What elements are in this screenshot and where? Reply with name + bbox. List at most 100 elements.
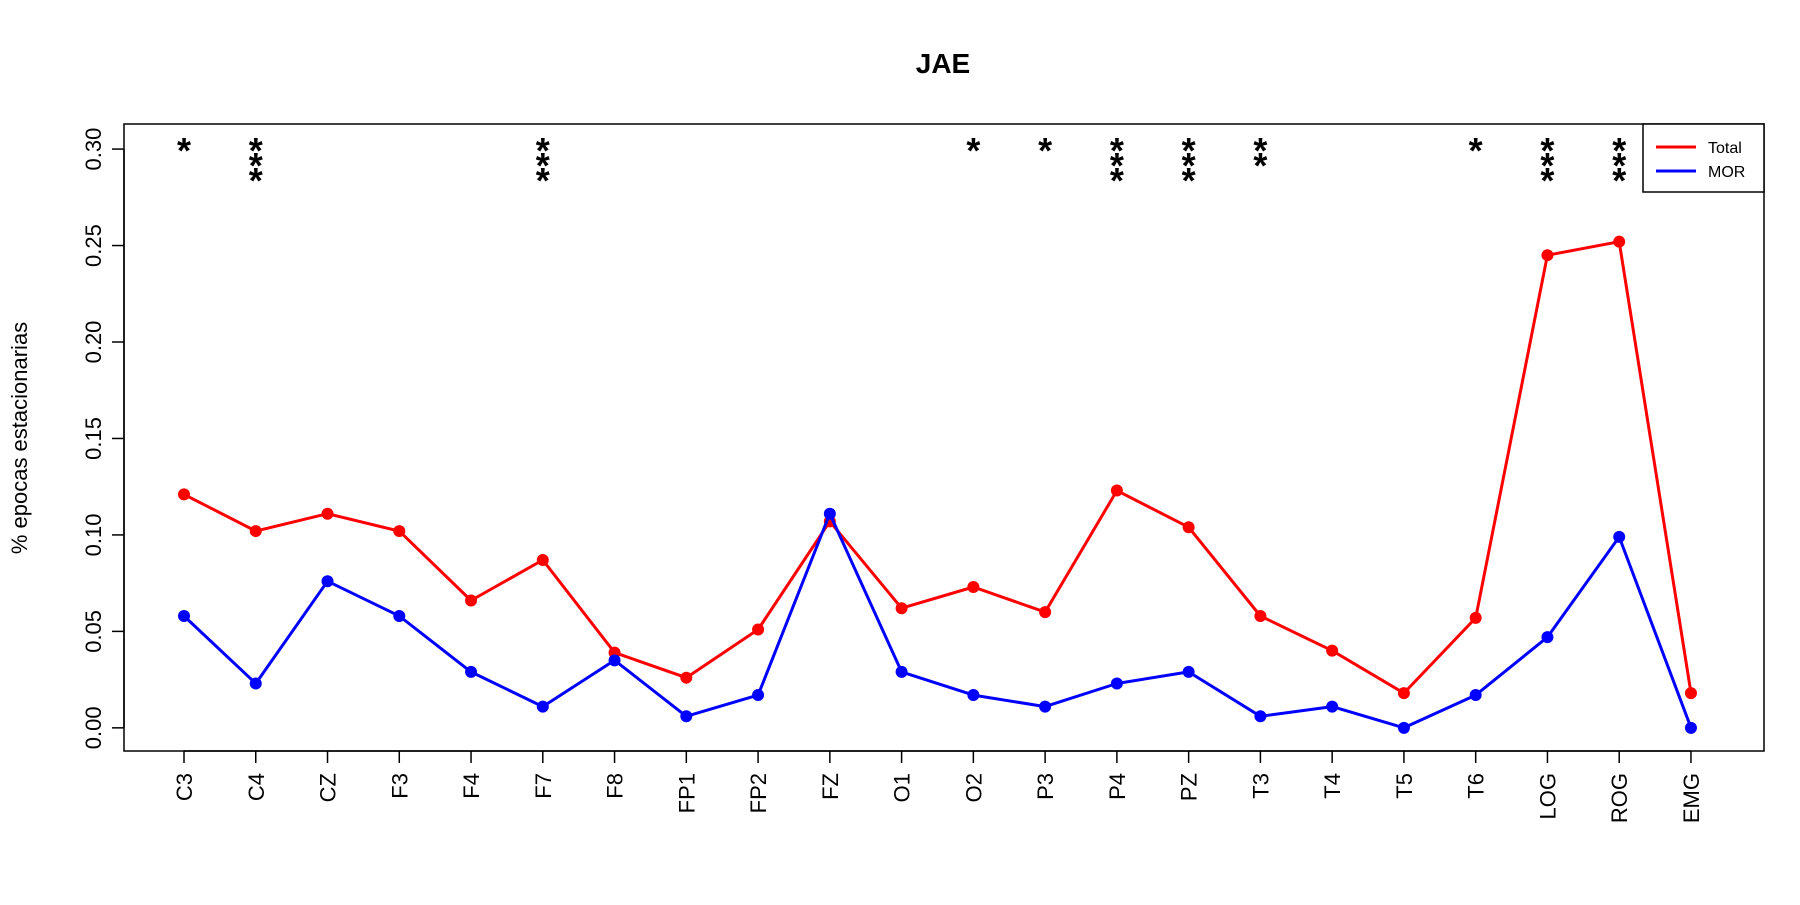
significance-star: *	[1038, 130, 1052, 171]
legend-label: MOR	[1708, 164, 1745, 181]
significance-mark: ***	[536, 130, 550, 201]
significance-star: *	[1469, 130, 1483, 171]
data-point	[1182, 665, 1195, 678]
data-point	[1613, 530, 1626, 543]
data-point	[536, 554, 549, 567]
series-layer	[178, 235, 1697, 734]
data-point	[752, 623, 765, 636]
significance-mark: ***	[1540, 130, 1554, 201]
data-point	[1397, 721, 1410, 734]
data-point	[465, 665, 478, 678]
x-tick-label: FP1	[674, 773, 699, 813]
y-tick-label: 0.25	[81, 224, 106, 267]
significance-star: *	[1110, 130, 1124, 171]
x-tick-label: T4	[1320, 773, 1345, 799]
y-tick-label: 0.10	[81, 514, 106, 557]
y-tick-label: 0.00	[81, 706, 106, 749]
significance-star: *	[1253, 130, 1267, 171]
data-point	[680, 710, 693, 723]
data-point	[1039, 606, 1052, 619]
significance-star: *	[1253, 145, 1267, 186]
data-point	[536, 700, 549, 713]
x-tick-label: ROG	[1607, 773, 1632, 823]
x-tick-label: EMG	[1679, 773, 1704, 823]
x-tick-label: T6	[1464, 773, 1489, 799]
significance-star: *	[1182, 130, 1196, 171]
significance-star: *	[536, 130, 550, 171]
data-point	[1110, 677, 1123, 690]
significance-star: *	[1612, 160, 1626, 201]
x-tick-label: FZ	[818, 773, 843, 800]
x-tick-label: CZ	[316, 773, 341, 802]
data-point	[249, 677, 262, 690]
data-point	[895, 665, 908, 678]
data-point	[1469, 689, 1482, 702]
chart-title: JAE	[916, 48, 970, 79]
x-tick-label: F7	[531, 773, 556, 799]
data-point	[1326, 644, 1339, 657]
significance-mark: **	[1253, 130, 1267, 186]
significance-star: *	[1182, 160, 1196, 201]
significance-mark: *	[177, 130, 191, 171]
y-tick-label: 0.15	[81, 417, 106, 460]
x-axis: C3 C4 CZ F3 F4 F7 F8 FP1 FP2 FZ O1 O2 P3 P4 PZ T3 T4 T5 T6…	[172, 750, 1704, 823]
significance-star: *	[1540, 145, 1554, 186]
data-point	[1254, 609, 1267, 622]
significance-mark: *	[1469, 130, 1483, 171]
data-point	[1326, 700, 1339, 713]
significance-star: *	[249, 145, 263, 186]
y-tick-label: 0.20	[81, 321, 106, 364]
data-point	[895, 602, 908, 615]
data-point	[1613, 235, 1626, 248]
significance-star: *	[1540, 160, 1554, 201]
significance-mark: *	[966, 130, 980, 171]
data-point	[1469, 611, 1482, 624]
x-tick-label: C3	[172, 773, 197, 801]
significance-star: *	[1182, 145, 1196, 186]
x-tick-label: PZ	[1177, 773, 1202, 801]
x-tick-label: F3	[387, 773, 412, 799]
y-tick-label: 0.30	[81, 128, 106, 171]
series-line	[182, 512, 1693, 730]
significance-star: *	[249, 130, 263, 171]
data-point	[823, 507, 836, 520]
legend-box	[1642, 123, 1765, 193]
significance-mark: ***	[249, 130, 263, 201]
legend: Total MOR	[1642, 123, 1765, 193]
significance-star: *	[177, 130, 191, 171]
significance-star: *	[1612, 145, 1626, 186]
y-tick-label: 0.05	[81, 610, 106, 653]
data-point	[1254, 710, 1267, 723]
significance-mark: *	[1038, 130, 1052, 171]
data-point	[1039, 700, 1052, 713]
y-axis: 0.00 0.05 0.10 0.15 0.20 0.25 0.30	[81, 128, 125, 749]
data-point	[321, 575, 334, 588]
data-point	[752, 689, 765, 702]
data-point	[465, 594, 478, 607]
data-point	[178, 488, 190, 501]
significance-mark: ***	[1612, 130, 1626, 201]
legend-label: Total	[1708, 140, 1742, 157]
data-point	[1541, 249, 1554, 262]
data-point	[608, 654, 621, 667]
significance-star: *	[536, 160, 550, 201]
data-point	[967, 689, 980, 702]
significance-star: *	[966, 130, 980, 171]
significance-star: *	[536, 145, 550, 186]
x-tick-label: C4	[244, 773, 269, 801]
x-tick-label: F8	[603, 773, 628, 799]
significance-star: *	[1110, 160, 1124, 201]
x-tick-label: O1	[890, 773, 915, 802]
significance-star: *	[1540, 130, 1554, 171]
significance-star: *	[249, 160, 263, 201]
data-point	[1110, 484, 1123, 497]
y-axis-label: % epocas estacionarias	[7, 322, 32, 554]
data-point	[249, 525, 262, 538]
x-tick-label: FP2	[746, 773, 771, 813]
significance-annotations: * ******* * ******** * ******	[177, 130, 1626, 201]
x-tick-label: T5	[1392, 773, 1417, 799]
x-tick-label: P4	[1105, 773, 1130, 800]
data-point	[178, 609, 190, 622]
plot-area	[123, 123, 1765, 752]
